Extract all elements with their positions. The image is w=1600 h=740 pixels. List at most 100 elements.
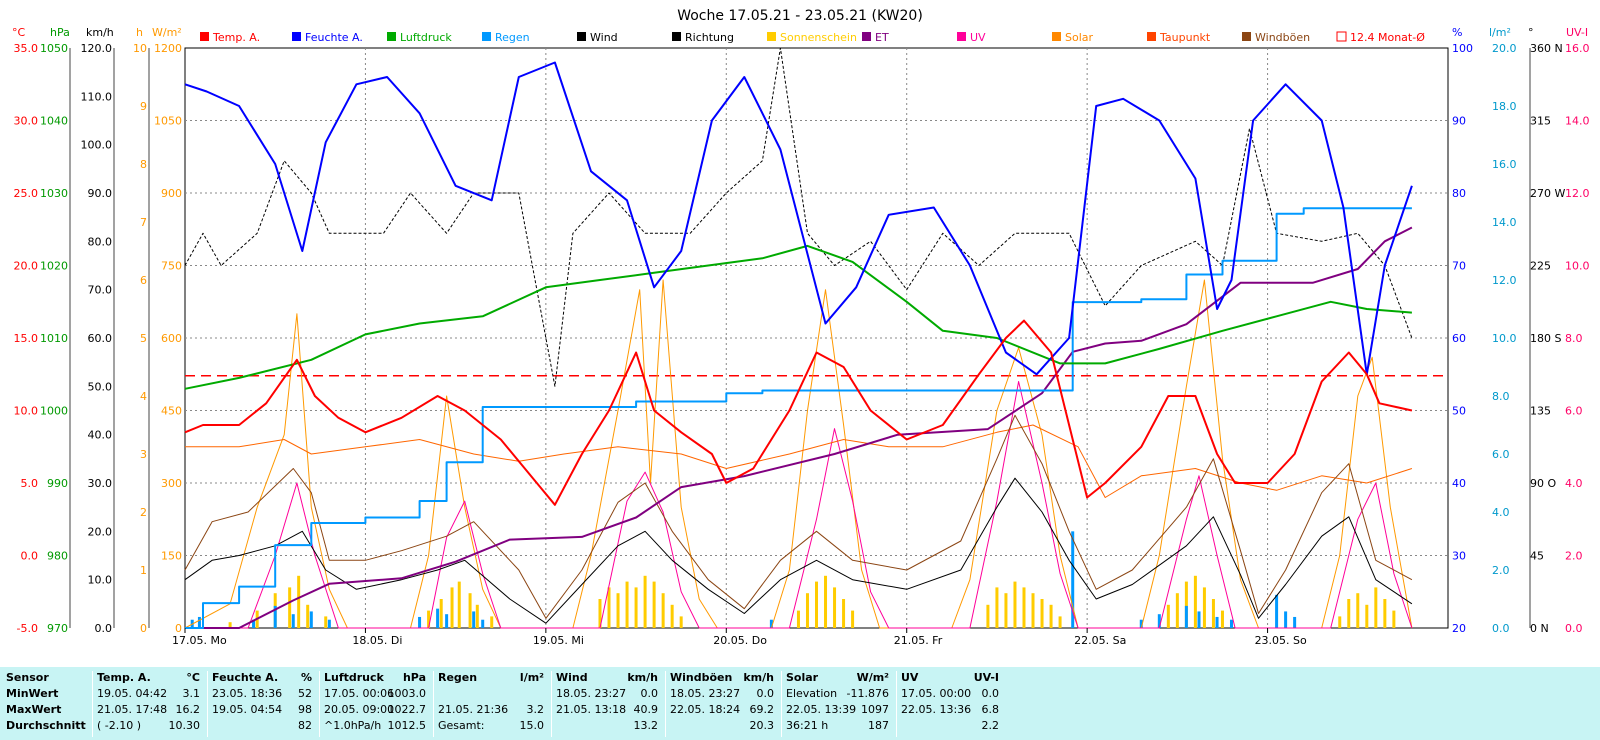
stats-row: ^1.0hPa/h 1012.5 [320, 719, 426, 733]
sunshine-bar [1220, 610, 1224, 628]
axis-unit-label: % [1452, 26, 1462, 39]
sunshine-bar [1211, 599, 1215, 628]
stats-cell-value: -11.876 [846, 687, 889, 700]
plot-grid [184, 47, 1449, 629]
sunshine-bar [228, 622, 232, 628]
y-tick-label: 60.0 [88, 332, 113, 345]
sunshine-bar [288, 587, 292, 628]
y-tick-label: 2 [140, 506, 147, 519]
stats-group-header: UV UV-I [897, 671, 999, 685]
stats-group-unit: UV-I [973, 671, 999, 684]
y-tick-label: 80.0 [88, 235, 113, 248]
rain-bar [472, 611, 476, 628]
stats-group-header: Temp. A. °C [93, 671, 200, 685]
rain-bar [436, 608, 440, 628]
stats-row: 17.05. 00:06 1003.0 [320, 687, 426, 701]
axis-unit-label: UV-I [1566, 26, 1588, 39]
legend-entry: Solar [1065, 31, 1094, 44]
stats-group: UV UV-I 17.05. 00:00 0.0 22.05. 13:36 6.8 2.2 [896, 671, 1006, 737]
stats-cell-value: 187 [868, 719, 889, 732]
rain-bar [1139, 619, 1143, 628]
stats-cell-value: 20.3 [749, 719, 775, 732]
y-tick-label: 0.0 [95, 622, 113, 635]
x-tick-label: 17.05. Mo [172, 634, 227, 647]
series-line-uv [185, 381, 1413, 629]
series-line-gusts [184, 414, 1413, 619]
sunshine-bar [457, 581, 461, 628]
stats-sensor-header: Sensor [6, 671, 49, 684]
y-tick-label: 45 [1530, 550, 1544, 563]
sunshine-bar [1347, 599, 1351, 628]
legend-swatch [767, 32, 776, 41]
y-tick-label: 1050 [154, 115, 182, 128]
y-tick-label: 90 O [1530, 477, 1556, 490]
stats-cell-value: 3.2 [526, 703, 545, 716]
legend: Temp. A. Feuchte A. Luftdruck Regen Wind Rich… [200, 31, 1425, 44]
y-tick-label: 180 S [1530, 332, 1561, 345]
stats-row: 21.05. 21:36 3.2 [434, 703, 544, 717]
axis-unit-label: l/m² [1489, 26, 1511, 39]
sunshine-bar [475, 604, 479, 628]
series-line-solar [184, 279, 1413, 629]
sunshine-bar [670, 604, 674, 628]
y-tick-label: 0.0 [1492, 622, 1510, 635]
legend-swatch [200, 32, 209, 41]
y-tick-label: 1200 [154, 42, 182, 55]
sunshine-bar [1383, 599, 1387, 628]
series-line-dewpoint [185, 424, 1413, 498]
stats-row: 36:21 h 187 [782, 719, 889, 733]
stats-cell-time: 19.05. 04:54 [212, 703, 283, 716]
rain-bar [1293, 616, 1297, 628]
stats-row: 23.05. 18:36 52 [208, 687, 312, 701]
y-tick-label: 980 [47, 550, 68, 563]
stats-group: Feuchte A.% 23.05. 18:36 52 19.05. 04:54 98 8… [207, 671, 319, 737]
sunshine-bar [1040, 599, 1044, 628]
rain-bar [1184, 605, 1188, 628]
stats-row: 82 [208, 719, 312, 733]
stats-cell-time: 23.05. 18:36 [212, 687, 283, 700]
y-tick-label: 300 [161, 477, 182, 490]
stats-group: Luftdruck hPa 17.05. 00:06 1003.0 20.05. 09:… [319, 671, 433, 737]
stats-group-name: Temp. A. [97, 671, 151, 684]
stats-cell-time: 18.05. 23:27 [556, 687, 627, 700]
rain-bar [445, 614, 449, 628]
stats-cell-time: 17.05. 00:06 [324, 687, 395, 700]
y-tick-label: 15.0 [14, 332, 39, 345]
y-tick-label: 20 [1452, 622, 1466, 635]
y-tick-label: 100 [1452, 42, 1473, 55]
stats-cell-time: 22.05. 13:39 [786, 703, 857, 716]
stats-group: Temp. A. °C 19.05. 04:42 3.1 21.05. 17:48 16.… [92, 671, 207, 737]
sunshine-bar [1058, 616, 1062, 628]
stats-row [434, 687, 544, 701]
axis-unit-label: W/m² [152, 26, 182, 39]
rain-bar [1157, 614, 1161, 628]
rain-bar [1229, 619, 1233, 628]
axis-unit-label: hPa [50, 26, 70, 39]
sunshine-bar [607, 587, 611, 628]
stats-cell-value: 16.2 [175, 703, 201, 716]
stats-group-unit: km/h [627, 671, 658, 684]
stats-cell-value: 2.2 [981, 719, 1000, 732]
stats-cell-value: 0.0 [981, 687, 1000, 700]
y-tick-label: 70 [1452, 260, 1466, 273]
stats-group-header: Luftdruck hPa [320, 671, 426, 685]
stats-group: Solar W/m² Elevation -11.876 22.05. 13:39 109… [781, 671, 896, 737]
y-tick-label: 2.0 [1565, 550, 1583, 563]
stats-cell-time: 22.05. 18:24 [670, 703, 741, 716]
series-line-temp [184, 319, 1413, 506]
rain-bar [327, 619, 331, 628]
sunshine-bar [851, 610, 855, 628]
legend-entry: Sonnenschein [780, 31, 857, 44]
sunshine-bar [824, 575, 828, 628]
rain-bar [481, 619, 485, 628]
series-line-wind [184, 477, 1413, 624]
y-tick-label: 18.0 [1492, 100, 1517, 113]
y-tick-label: 6.0 [1492, 448, 1510, 461]
y-tick-label: 90 [1452, 115, 1466, 128]
series-line-rain [185, 207, 1412, 629]
legend-entry: Windböen [1255, 31, 1310, 44]
stats-row: 21.05. 17:48 16.2 [93, 703, 200, 717]
sunshine-bar [652, 581, 656, 628]
y-tick-label: 135 [1530, 405, 1551, 418]
sunshine-bar [1392, 610, 1396, 628]
